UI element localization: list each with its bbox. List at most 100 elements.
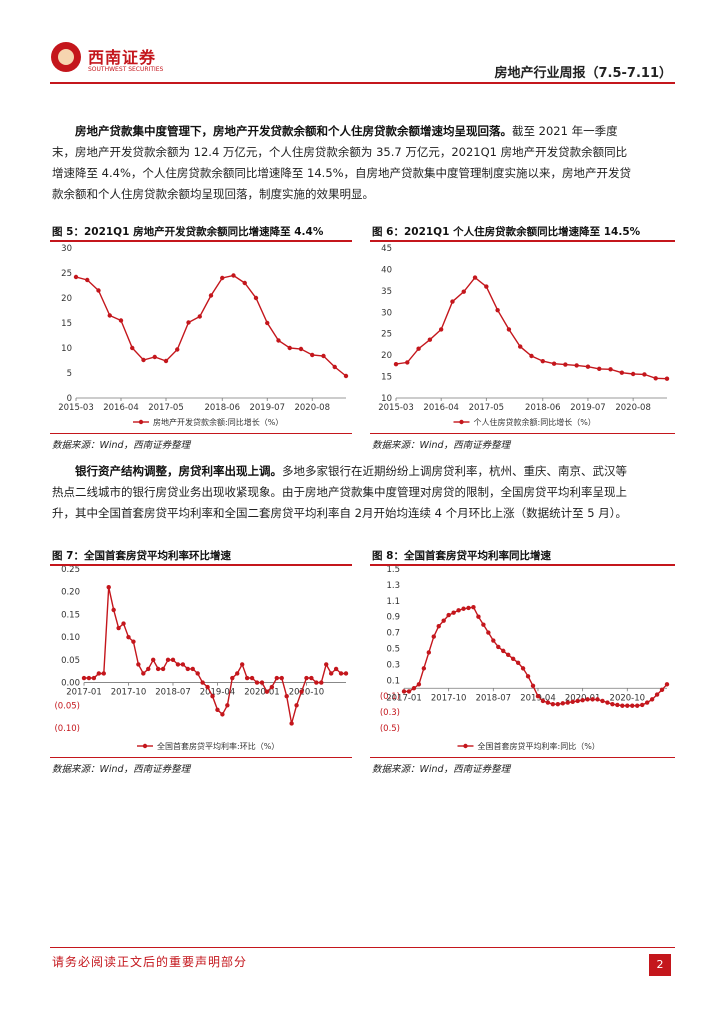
data-point bbox=[185, 666, 191, 672]
data-point bbox=[597, 366, 602, 372]
fig5-title: 图 5：2021Q1 房地产开发贷款余额同比增速降至 4.4% bbox=[52, 226, 324, 238]
data-point bbox=[476, 614, 481, 619]
data-point bbox=[416, 682, 422, 687]
fig8-title: 图 8：全国首套房贷平均利率同比增速 bbox=[372, 550, 551, 562]
data-point bbox=[210, 694, 215, 699]
x-tick-label: 2020-08 bbox=[294, 403, 330, 413]
data-point bbox=[225, 703, 230, 708]
y-tick-label: 0.1 bbox=[386, 676, 400, 686]
legend-swatch-marker bbox=[142, 743, 148, 749]
section2-heading: 银行资产结构调整，房贷利率出现上调。 bbox=[75, 464, 282, 478]
data-point bbox=[615, 702, 620, 708]
y-tick-label: 0.20 bbox=[61, 588, 80, 598]
data-point bbox=[239, 662, 245, 667]
data-point bbox=[416, 346, 421, 351]
section1-paragraph: 房地产贷款集中度管理下，房地产开发贷款余额和个人住房贷款余额增速均呈现回落。截至… bbox=[52, 121, 632, 205]
data-point bbox=[160, 666, 166, 672]
data-point bbox=[230, 675, 235, 681]
data-point bbox=[560, 701, 565, 706]
fig5-top-rule bbox=[50, 240, 352, 242]
data-point bbox=[635, 703, 640, 708]
fig7-bottom-rule bbox=[50, 757, 352, 758]
page-header: 西南证券 SOUTHWEST SECURITIES 房地产行业周报（7.5-7.… bbox=[0, 0, 724, 90]
data-point bbox=[550, 701, 556, 707]
fig7-title: 图 7：全国首套房贷平均利率环比增速 bbox=[52, 550, 231, 562]
data-point bbox=[565, 700, 570, 705]
data-point bbox=[319, 680, 324, 685]
data-point bbox=[274, 675, 279, 681]
fig6-chart: 10 15 20 25 30 35 40 45 2015-03 2016-04 2017-05 201… bbox=[378, 244, 670, 427]
x-tick-label: 2019-04 bbox=[200, 688, 236, 698]
fig8-chart: (0.5) (0.3) (0.1) 0.1 0.3 0.5 0.7 0.9 1.1 1.3 1.5 2… bbox=[380, 566, 670, 751]
x-tick-label: 2018-07 bbox=[476, 693, 512, 703]
data-point bbox=[81, 675, 87, 681]
data-point bbox=[279, 675, 284, 681]
x-tick-label: 2018-07 bbox=[155, 688, 191, 698]
data-point bbox=[343, 373, 349, 379]
fig8-source: 数据来源：Wind，西南证券整理 bbox=[372, 764, 511, 775]
x-tick-label: 2020-08 bbox=[615, 403, 651, 413]
data-point bbox=[85, 277, 90, 283]
y-tick-label: 1.3 bbox=[386, 581, 400, 591]
data-point bbox=[426, 650, 432, 655]
data-point bbox=[259, 680, 265, 685]
data-point bbox=[309, 675, 314, 681]
y-tick-label: 0.15 bbox=[61, 610, 80, 620]
data-point bbox=[630, 703, 635, 708]
data-point bbox=[190, 666, 195, 672]
section2-paragraph: 银行资产结构调整，房贷利率出现上调。多地多家银行在近期纷纷上调房贷利率，杭州、重… bbox=[52, 461, 632, 524]
data-point bbox=[510, 656, 516, 662]
data-point bbox=[126, 634, 131, 640]
fig6-top-rule bbox=[370, 240, 675, 242]
data-point bbox=[328, 671, 334, 676]
data-point bbox=[472, 275, 478, 280]
x-tick-label: 2020-01 bbox=[244, 688, 280, 698]
data-point bbox=[215, 707, 220, 713]
y-tick-label: (0.5) bbox=[380, 724, 400, 734]
x-tick-label: 2015-03 bbox=[378, 403, 414, 413]
data-point bbox=[146, 666, 151, 672]
data-point bbox=[155, 666, 161, 672]
y-tick-label: 5 bbox=[67, 369, 72, 379]
fig7-top-rule bbox=[50, 564, 352, 566]
data-point bbox=[175, 662, 181, 667]
data-point bbox=[73, 274, 79, 280]
data-point bbox=[343, 671, 349, 676]
data-point bbox=[664, 682, 670, 687]
y-tick-label: (0.1) bbox=[380, 692, 400, 702]
y-tick-label: 0.9 bbox=[386, 613, 400, 623]
y-tick-label: 1.1 bbox=[386, 597, 400, 607]
series-line bbox=[395, 276, 668, 380]
fig5-source: 数据来源：Wind，西南证券整理 bbox=[52, 440, 191, 451]
section1-heading: 房地产贷款集中度管理下，房地产开发贷款余额和个人住房贷款余额增速均呈现回落。 bbox=[75, 124, 512, 138]
y-tick-label: 0.05 bbox=[61, 656, 80, 666]
data-point bbox=[456, 608, 461, 613]
data-point bbox=[659, 687, 665, 693]
data-point bbox=[625, 703, 630, 708]
x-tick-label: 2016-04 bbox=[103, 403, 139, 413]
x-tick-label: 2017-10 bbox=[431, 693, 467, 703]
data-point bbox=[664, 376, 670, 381]
legend-label: 全国首套房贷平均利率:同比（%） bbox=[478, 741, 600, 751]
data-point bbox=[570, 699, 575, 704]
data-point bbox=[590, 697, 595, 702]
data-point bbox=[231, 273, 236, 278]
data-point bbox=[111, 607, 116, 613]
legend-label: 房地产开发贷款余额:同比增长（%） bbox=[153, 417, 283, 427]
data-point bbox=[107, 313, 112, 318]
data-point bbox=[585, 364, 591, 369]
data-point bbox=[131, 639, 136, 644]
x-tick-label: 2017-10 bbox=[111, 688, 147, 698]
fig7-source: 数据来源：Wind，西南证券整理 bbox=[52, 764, 191, 775]
data-point bbox=[555, 701, 561, 707]
data-point bbox=[205, 684, 210, 690]
data-point bbox=[299, 689, 304, 694]
data-point bbox=[610, 701, 615, 707]
legend-label: 个人住房贷款余额:同比增长（%） bbox=[474, 417, 596, 427]
data-point bbox=[220, 712, 225, 717]
data-point bbox=[289, 721, 294, 726]
y-tick-label: 0.25 bbox=[61, 566, 80, 575]
data-point bbox=[495, 307, 500, 313]
data-point bbox=[254, 680, 260, 685]
data-point bbox=[106, 584, 111, 590]
